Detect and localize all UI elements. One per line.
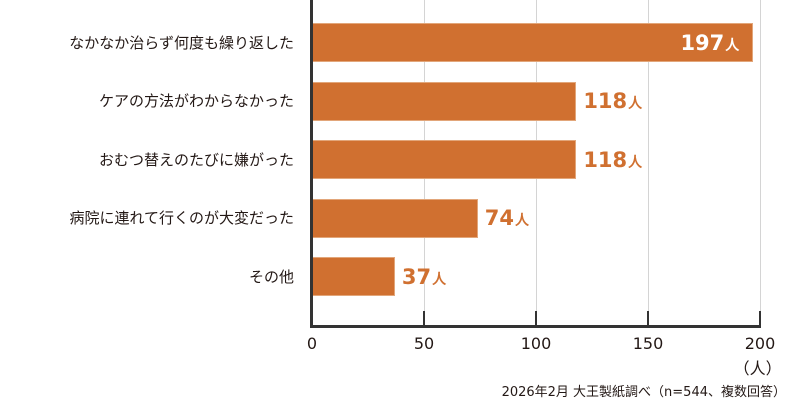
- value-number: 118: [583, 89, 628, 113]
- bar: [312, 198, 478, 238]
- x-axis-tick-label: 150: [632, 334, 664, 353]
- value-label: 118人: [583, 89, 642, 116]
- value-label: 74人: [485, 206, 529, 233]
- bar: [312, 81, 577, 121]
- gridline: [759, 0, 761, 312]
- x-axis-tick-label: 0: [306, 334, 318, 353]
- value-unit: 人: [514, 213, 529, 229]
- category-label: その他: [248, 267, 294, 286]
- bar: [312, 23, 754, 62]
- x-axis-tick: [423, 311, 425, 326]
- value-label: 118人: [583, 148, 642, 175]
- value-number: 197: [680, 30, 725, 55]
- x-axis-tick: [535, 311, 537, 326]
- category-label: 病院に連れて行くのが大変だった: [69, 209, 294, 227]
- value-unit: 人: [432, 271, 447, 288]
- gridline: [647, 0, 649, 312]
- value-number: 37: [401, 264, 432, 289]
- x-axis-unit-label: （人）: [733, 359, 782, 378]
- value-number: 118: [583, 147, 628, 172]
- category-label: ケアの方法がわからなかった: [98, 92, 294, 110]
- value-unit: 人: [725, 37, 740, 54]
- x-axis-tick-label: 100: [520, 334, 552, 353]
- source-note: 2026年2月 大王製紙調べ（n=544、複数回答）: [501, 385, 786, 400]
- value-unit: 人: [628, 96, 643, 112]
- x-axis-tick: [759, 311, 761, 326]
- category-label: おむつ替えのたびに嫌がった: [98, 150, 294, 169]
- x-axis-tick-label: 200: [744, 334, 776, 353]
- x-axis-tick: [647, 311, 649, 326]
- value-label: 197人: [680, 31, 739, 58]
- bar: [312, 257, 395, 296]
- value-number: 74: [484, 206, 514, 230]
- value-unit: 人: [628, 154, 643, 171]
- y-axis-line: [310, 0, 313, 327]
- category-label: なかなか治らず何度も繰り返した: [69, 33, 294, 52]
- value-label: 37人: [402, 265, 446, 292]
- bar: [312, 140, 577, 179]
- x-axis-line: [310, 325, 761, 328]
- x-axis-tick-label: 50: [413, 334, 435, 353]
